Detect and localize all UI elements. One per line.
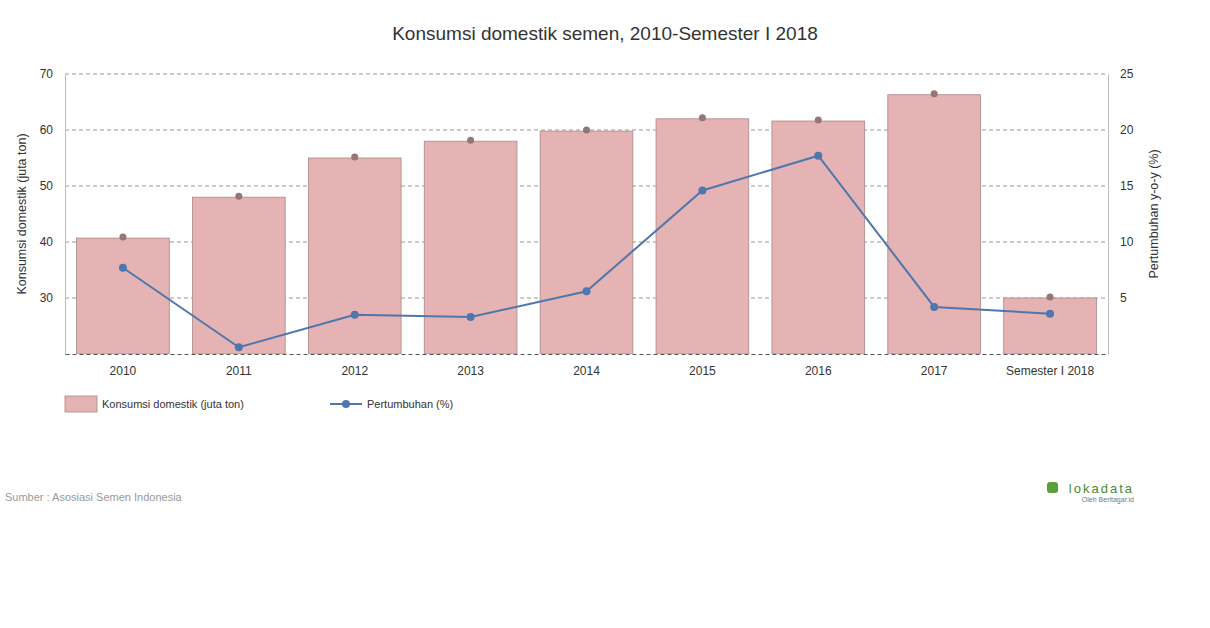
bar (77, 238, 170, 354)
legend-item: Konsumsi domestik (juta ton) (65, 396, 244, 412)
plot-area (77, 90, 1097, 354)
title: Konsumsi domestik semen, 2010-Semester I… (392, 23, 818, 44)
tick-label: Semester I 2018 (1006, 364, 1094, 378)
tick: 2015 (689, 354, 716, 378)
tick-label: 40 (40, 235, 54, 249)
x-axis: 2010 2011 2012 2013 2014 2015 2016 2017 Semester… (66, 354, 1109, 378)
tick: 70 (40, 67, 65, 81)
tick: 5 (1108, 291, 1127, 305)
tick: 60 (40, 123, 65, 137)
tick: 2016 (805, 354, 832, 378)
tick-label: 15 (1120, 179, 1134, 193)
tick: 2017 (921, 354, 948, 378)
tick-label: 2013 (457, 364, 484, 378)
axis-line (65, 75, 66, 355)
tick-label: 50 (40, 179, 54, 193)
tick: 30 (40, 291, 65, 305)
tick: 25 (1108, 67, 1134, 81)
tick-label: 60 (40, 123, 54, 137)
legend: Konsumsi domestik (juta ton) Pertumbuhan … (65, 396, 453, 412)
tick-label: 10 (1120, 235, 1134, 249)
tick: 40 (40, 235, 65, 249)
bar-marker (815, 117, 822, 124)
tick: 2010 (110, 354, 137, 378)
legend-label: Konsumsi domestik (juta ton) (102, 398, 244, 410)
bar-marker (119, 234, 126, 241)
bar-marker (931, 90, 938, 97)
y-axis: 30 40 50 60 70 (40, 67, 66, 354)
bar (540, 131, 633, 354)
tick: 2012 (341, 354, 368, 378)
tick-label: 2017 (921, 364, 948, 378)
tick: Semester I 2018 (1006, 354, 1094, 378)
tick-label: 2010 (110, 364, 137, 378)
bar (192, 197, 285, 354)
axis-line (66, 354, 1109, 355)
tick: 20 (1108, 123, 1134, 137)
bar-marker (235, 193, 242, 200)
legend-marker (342, 400, 350, 408)
tick-label: 2011 (226, 364, 252, 378)
tick: 15 (1108, 179, 1134, 193)
tick-label: 70 (40, 67, 54, 81)
axis-line (1108, 75, 1109, 355)
line-marker (698, 186, 706, 194)
tick: 2011 (226, 354, 252, 378)
bar (424, 141, 517, 354)
bar (656, 119, 749, 354)
line (123, 156, 1050, 348)
y-axis-title: Konsumsi domestik (juta ton) (15, 133, 29, 294)
bar-marker (351, 154, 358, 161)
tick: 2014 (573, 354, 600, 378)
tick-label: 2016 (805, 364, 832, 378)
bar-marker (1047, 294, 1054, 301)
bar (888, 95, 981, 354)
tick-label: 20 (1120, 123, 1134, 137)
tick: 10 (1108, 235, 1134, 249)
y2-axis: 5 10 15 20 25 (1108, 67, 1134, 354)
line-marker (814, 152, 822, 160)
line-marker (930, 303, 938, 311)
tick-label: 2015 (689, 364, 716, 378)
logo-icon (1047, 482, 1058, 493)
bar (772, 121, 865, 354)
grid-line (65, 74, 1108, 75)
line-marker (1046, 310, 1054, 318)
tick-label: 2014 (573, 364, 600, 378)
chart: Konsumsi domestik semen, 2010-Semester I… (0, 0, 1210, 628)
tick-label: 5 (1120, 291, 1127, 305)
tick: 2013 (457, 354, 484, 378)
line-marker (235, 343, 243, 351)
legend-swatch (65, 396, 97, 412)
tick-label: 2012 (341, 364, 368, 378)
legend-item: Pertumbuhan (%) (330, 398, 453, 410)
tick: 50 (40, 179, 65, 193)
bar-marker (583, 127, 590, 134)
line-marker (119, 264, 127, 272)
line-marker (351, 311, 359, 319)
bar-marker (699, 114, 706, 121)
line-marker (467, 313, 475, 321)
bar (1004, 298, 1097, 354)
y2-axis-title: Pertumbuhan y-o-y (%) (1147, 149, 1161, 278)
legend-label: Pertumbuhan (%) (367, 398, 453, 410)
source: Sumber : Asosiasi Semen Indonesia (5, 491, 183, 503)
tick-label: 30 (40, 291, 54, 305)
tick-label: 25 (1120, 67, 1134, 81)
annotation: lokadata (1069, 481, 1134, 496)
line-marker (583, 287, 591, 295)
logo: lokadataOleh Beritagar.id (1047, 481, 1134, 504)
annotation: Oleh Beritagar.id (1082, 496, 1134, 504)
bar-marker (467, 137, 474, 144)
